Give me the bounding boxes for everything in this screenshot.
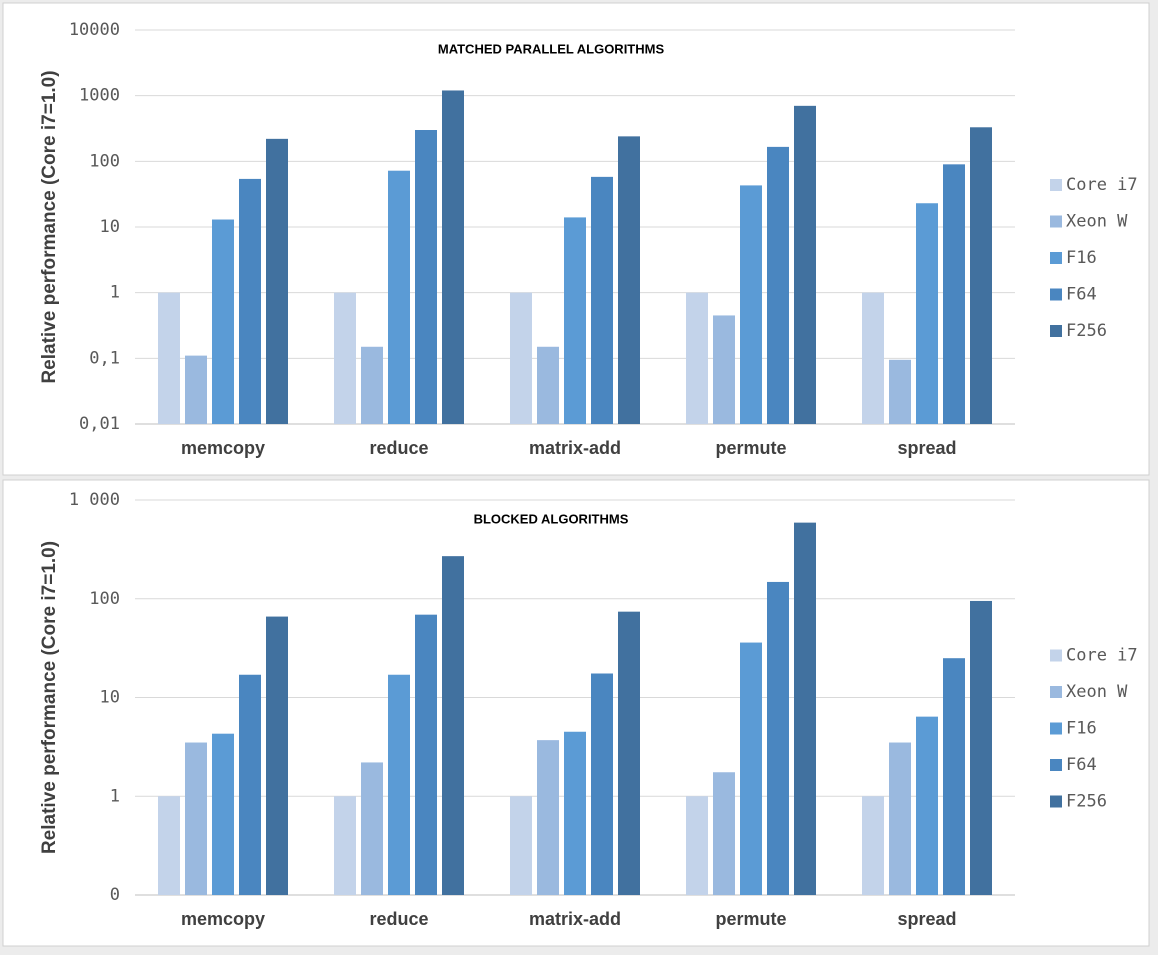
bar: [266, 138, 288, 424]
x-tick-label: reduce: [369, 909, 428, 929]
bar: [943, 164, 965, 424]
bar: [686, 292, 708, 424]
bar: [916, 716, 938, 895]
bar: [415, 130, 437, 424]
y-tick-label: 100: [89, 151, 120, 171]
legend-swatch: [1050, 649, 1062, 662]
bar: [510, 796, 532, 895]
bar: [862, 796, 884, 895]
x-tick-label: matrix-add: [529, 438, 621, 458]
legend-swatch: [1050, 288, 1062, 301]
y-tick-label: 0,01: [79, 414, 120, 434]
legend-label: Core i7: [1066, 175, 1138, 195]
bar: [686, 796, 708, 895]
bar: [415, 614, 437, 895]
bar: [388, 170, 410, 424]
bar: [510, 292, 532, 424]
bar: [212, 219, 234, 424]
bar: [740, 642, 762, 895]
bar: [618, 136, 640, 424]
bar: [185, 742, 207, 895]
y-axis-label: Relative performance (Core i7=1.0): [39, 70, 60, 383]
legend-swatch: [1050, 179, 1062, 191]
bar: [889, 359, 911, 424]
legend-label: F16: [1066, 719, 1097, 739]
bar: [361, 346, 383, 424]
x-tick-label: reduce: [369, 438, 428, 458]
y-tick-label: 10: [100, 217, 120, 237]
y-axis-label: Relative performance (Core i7=1.0): [39, 541, 60, 854]
bar: [767, 581, 789, 895]
x-tick-label: spread: [897, 909, 956, 929]
x-tick-label: permute: [715, 909, 786, 929]
bar: [334, 796, 356, 895]
bar: [564, 217, 586, 424]
bar: [537, 346, 559, 424]
legend-swatch: [1050, 795, 1062, 808]
bar: [794, 105, 816, 424]
legend-label: Core i7: [1066, 646, 1138, 666]
x-tick-label: memcopy: [181, 438, 265, 458]
bar: [537, 740, 559, 895]
bar: [361, 762, 383, 895]
x-tick-label: memcopy: [181, 909, 265, 929]
legend-swatch: [1050, 759, 1062, 771]
bar: [266, 616, 288, 895]
chart-title: BLOCKED ALGORITHMS: [474, 511, 629, 526]
bar: [713, 315, 735, 424]
legend-swatch: [1050, 686, 1062, 698]
bar: [185, 355, 207, 424]
bar: [767, 146, 789, 424]
legend-label: Xeon W: [1066, 682, 1128, 702]
y-tick-label: 1: [110, 786, 120, 806]
legend-label: F256: [1066, 792, 1107, 812]
bar: [388, 674, 410, 895]
bar: [158, 292, 180, 424]
bar: [591, 176, 613, 424]
bar: [212, 733, 234, 895]
bar: [970, 600, 992, 895]
legend-label: F16: [1066, 248, 1097, 268]
bar: [943, 658, 965, 895]
legend-label: Xeon W: [1066, 212, 1128, 232]
x-tick-label: permute: [715, 438, 786, 458]
legend-label: F64: [1066, 285, 1097, 305]
bar: [862, 292, 884, 424]
bar: [334, 292, 356, 424]
legend-swatch: [1050, 215, 1062, 228]
y-tick-label: 10000: [69, 20, 120, 40]
bar: [158, 796, 180, 895]
y-tick-label: 0: [110, 885, 120, 905]
bar: [794, 522, 816, 895]
legend-swatch: [1050, 325, 1062, 337]
bar: [442, 90, 464, 424]
chart-title: MATCHED PARALLEL ALGORITHMS: [438, 41, 665, 56]
legend-label: F256: [1066, 321, 1107, 341]
bar: [591, 673, 613, 895]
x-tick-label: spread: [897, 438, 956, 458]
y-tick-label: 1 000: [69, 490, 120, 510]
y-tick-label: 1: [110, 283, 120, 303]
bar: [618, 611, 640, 895]
bar: [564, 731, 586, 895]
y-tick-label: 100: [89, 589, 120, 609]
y-tick-label: 0,1: [89, 348, 120, 368]
bar: [239, 178, 261, 424]
bar: [970, 127, 992, 425]
legend-label: F64: [1066, 755, 1097, 775]
bar: [713, 772, 735, 895]
bar: [889, 742, 911, 895]
bar: [740, 185, 762, 424]
y-tick-label: 1000: [79, 86, 120, 106]
legend-swatch: [1050, 252, 1062, 264]
legend-swatch: [1050, 722, 1062, 735]
y-tick-label: 10: [100, 688, 120, 708]
x-tick-label: matrix-add: [529, 909, 621, 929]
bar: [239, 674, 261, 895]
bar: [916, 203, 938, 424]
bar: [442, 556, 464, 895]
